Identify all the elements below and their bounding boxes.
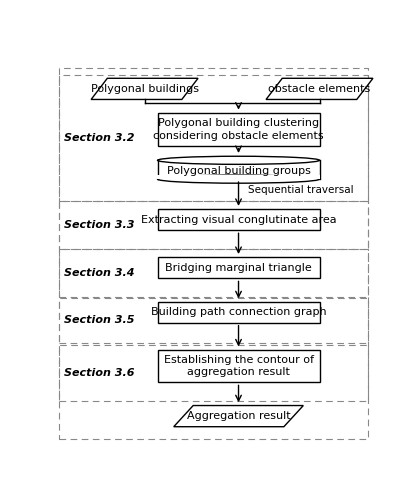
Text: Polygonal building clustering
considering obstacle elements: Polygonal building clustering considerin…: [153, 118, 324, 141]
Text: Section 3.4: Section 3.4: [64, 268, 134, 278]
Bar: [158, 209, 319, 231]
Text: Section 3.2: Section 3.2: [64, 133, 134, 143]
Text: obstacle elements: obstacle elements: [268, 84, 371, 94]
Bar: [59, 250, 368, 297]
Polygon shape: [91, 78, 198, 100]
Ellipse shape: [158, 175, 319, 183]
Text: Polygonal building groups: Polygonal building groups: [167, 166, 311, 176]
Bar: [59, 298, 368, 343]
Bar: [59, 345, 368, 401]
Text: Aggregation result: Aggregation result: [187, 411, 291, 421]
Text: Section 3.3: Section 3.3: [64, 220, 134, 230]
Text: Section 3.6: Section 3.6: [64, 368, 134, 378]
Bar: [158, 350, 319, 382]
Text: Polygonal buildings: Polygonal buildings: [91, 84, 199, 94]
Polygon shape: [266, 78, 373, 100]
Text: Establishing the contour of
aggregation result: Establishing the contour of aggregation …: [163, 354, 314, 378]
Ellipse shape: [158, 156, 319, 164]
Text: Sequential traversal: Sequential traversal: [248, 186, 354, 196]
Bar: [158, 160, 319, 179]
Bar: [158, 302, 319, 323]
Text: Extracting visual conglutinate area: Extracting visual conglutinate area: [141, 215, 336, 225]
Bar: [157, 174, 320, 179]
Bar: [158, 113, 319, 146]
Bar: [59, 76, 368, 200]
Text: Building path connection graph: Building path connection graph: [151, 307, 326, 317]
Bar: [158, 258, 319, 278]
Bar: [59, 202, 368, 248]
Polygon shape: [174, 406, 303, 426]
Text: Section 3.5: Section 3.5: [64, 316, 134, 326]
Text: Bridging marginal triangle: Bridging marginal triangle: [165, 263, 312, 273]
